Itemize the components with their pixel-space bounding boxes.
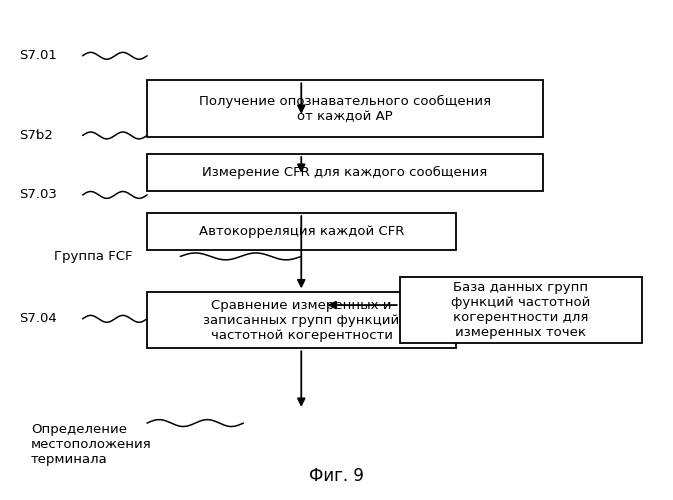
Bar	[400, 277, 642, 344]
Text: Автокорреляция каждой CFR: Автокорреляция каждой CFR	[199, 225, 404, 238]
Text: Сравнение измеренных и
записанных групп функций
частотной когерентности: Сравнение измеренных и записанных групп …	[203, 298, 400, 342]
Text: S7.01: S7.01	[19, 50, 57, 62]
Text: Получение опознавательного сообщения
от каждой АР: Получение опознавательного сообщения от …	[199, 94, 491, 122]
Text: База данных групп
функций частотной
когерентности для
измеренных точек: База данных групп функций частотной коге…	[452, 281, 591, 339]
Text: S7.04: S7.04	[19, 312, 57, 326]
Text: Измерение CFR для каждого сообщения: Измерение CFR для каждого сообщения	[202, 166, 487, 179]
Bar	[147, 154, 542, 191]
Bar	[147, 213, 456, 250]
Text: Определение
местоположения
терминала: Определение местоположения терминала	[31, 423, 151, 466]
Text: S7.03: S7.03	[19, 188, 57, 202]
Text: S7ƅ2: S7ƅ2	[19, 129, 52, 142]
Text: Группа FCF: Группа FCF	[54, 250, 133, 263]
Bar	[147, 80, 542, 137]
Text: Фиг. 9: Фиг. 9	[309, 467, 364, 485]
Bar	[147, 292, 456, 348]
